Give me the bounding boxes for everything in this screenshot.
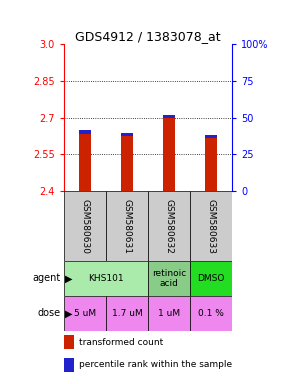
Text: retinoic
acid: retinoic acid: [152, 269, 186, 288]
Bar: [190, 296, 232, 331]
Text: ▶: ▶: [65, 308, 73, 318]
Bar: [79, 134, 91, 191]
Bar: [106, 191, 148, 261]
Text: GSM580632: GSM580632: [164, 199, 173, 253]
Bar: [148, 296, 190, 331]
Bar: [121, 136, 133, 191]
Bar: [163, 114, 175, 118]
Text: GSM580630: GSM580630: [80, 199, 89, 253]
Text: ▶: ▶: [65, 273, 73, 283]
Text: 0.1 %: 0.1 %: [198, 309, 224, 318]
Bar: [163, 118, 175, 191]
Bar: [205, 138, 217, 191]
Bar: [64, 358, 74, 372]
Text: transformed count: transformed count: [79, 338, 163, 347]
Text: GSM580633: GSM580633: [206, 199, 215, 253]
Bar: [148, 191, 190, 261]
Text: KHS101: KHS101: [88, 274, 124, 283]
Bar: [64, 191, 106, 261]
Bar: [64, 296, 106, 331]
Bar: [121, 133, 133, 136]
Bar: [64, 261, 148, 296]
Title: GDS4912 / 1383078_at: GDS4912 / 1383078_at: [75, 30, 221, 43]
Bar: [190, 261, 232, 296]
Bar: [64, 336, 74, 349]
Bar: [190, 191, 232, 261]
Bar: [106, 296, 148, 331]
Text: dose: dose: [38, 308, 61, 318]
Text: 5 uM: 5 uM: [74, 309, 96, 318]
Text: GSM580631: GSM580631: [122, 199, 131, 253]
Bar: [148, 261, 190, 296]
Text: agent: agent: [33, 273, 61, 283]
Text: 1 uM: 1 uM: [158, 309, 180, 318]
Text: percentile rank within the sample: percentile rank within the sample: [79, 361, 232, 369]
Bar: [79, 131, 91, 134]
Text: DMSO: DMSO: [197, 274, 225, 283]
Text: 1.7 uM: 1.7 uM: [111, 309, 142, 318]
Bar: [205, 135, 217, 138]
